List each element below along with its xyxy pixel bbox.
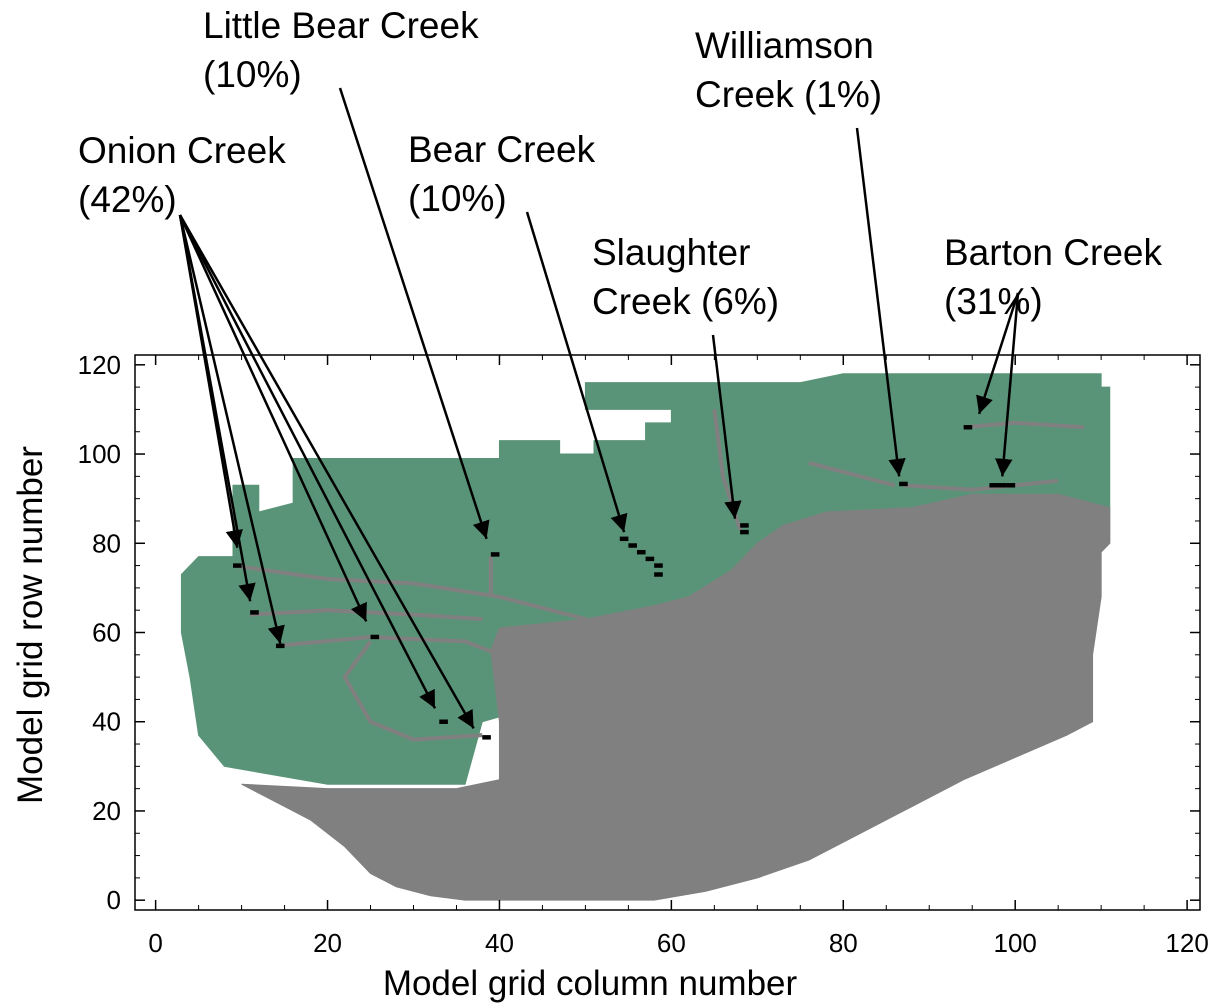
annotation-label: Williamson [695,25,874,66]
x-tick-label: 0 [148,928,162,958]
arrow [178,214,475,730]
y-tick-label: 120 [78,350,121,380]
arrow [995,292,1020,477]
gage-cell [645,556,655,562]
stream [903,478,1059,492]
region [180,373,1111,785]
x-axis-title: Model grid column number [383,964,798,1003]
annotation-label: Bear Creek [408,129,596,170]
arrow [178,214,285,644]
gage-cell [740,523,749,528]
annotation-label: Creek (6%) [592,281,779,322]
gage-cell [370,634,380,640]
gage-cell [619,536,629,542]
gage-cell [636,549,646,555]
stream [275,634,501,657]
stream [342,640,483,742]
axes: 0 20 40 60 80 100 120 0 20 40 60 80 100 120 [78,350,1209,958]
arrow [711,334,742,519]
annotations: Onion Creek (42%) Little Bear Creek (10%) Be… [78,5,1162,740]
x-tick-label: 40 [485,928,514,958]
annotation-label: Barton Creek [944,232,1162,273]
y-tick-label: 0 [107,885,121,915]
stream [250,608,483,622]
arrow [178,214,437,709]
annotation-label: (31%) [944,281,1043,322]
stream [963,420,1085,430]
y-tick-label: 80 [92,528,121,558]
gage-cell [250,610,259,615]
arrow [525,211,628,533]
y-tick-label: 60 [92,618,121,648]
gage-cell [490,552,500,557]
annotation-label: Onion Creek [78,130,286,171]
gage-cell [899,481,908,487]
gage-cell [740,529,749,535]
y-tick-label: 100 [78,439,121,469]
annotation-label: (10%) [408,178,507,219]
annotation-label: Creek (1%) [695,74,882,115]
annotation-label: (42%) [78,179,177,220]
arrow [338,87,490,540]
gage-cell [963,425,973,430]
arrow [178,214,256,602]
y-tick-label: 20 [92,796,121,826]
stream [808,461,896,488]
x-tick-label: 100 [993,928,1036,958]
x-tick-label: 20 [313,928,342,958]
gage-cell [654,563,663,568]
stream [232,563,604,626]
gage-cell [482,735,491,740]
y-tick-label: 40 [92,707,121,737]
gage-cell [1006,483,1016,488]
arrow [855,127,906,477]
gage-cell [232,563,242,568]
annotation-label: Little Bear Creek [203,5,479,46]
gage-cell [998,483,1007,488]
y-axis-title: Model grid row number [11,446,50,804]
gage-cell [989,483,999,488]
gage-cell [439,719,448,724]
region [241,493,1111,901]
x-tick-label: 60 [657,928,686,958]
annotation-label: (10%) [203,54,302,95]
gage-cell [275,643,285,649]
gage-cell [654,572,663,577]
gage-cell [628,543,637,548]
x-tick-label: 120 [1165,928,1208,958]
plot-area [180,373,1111,901]
arrow [178,214,368,622]
arrow [976,292,1020,415]
x-tick-label: 80 [829,928,858,958]
annotation-label: Slaughter [592,232,750,273]
